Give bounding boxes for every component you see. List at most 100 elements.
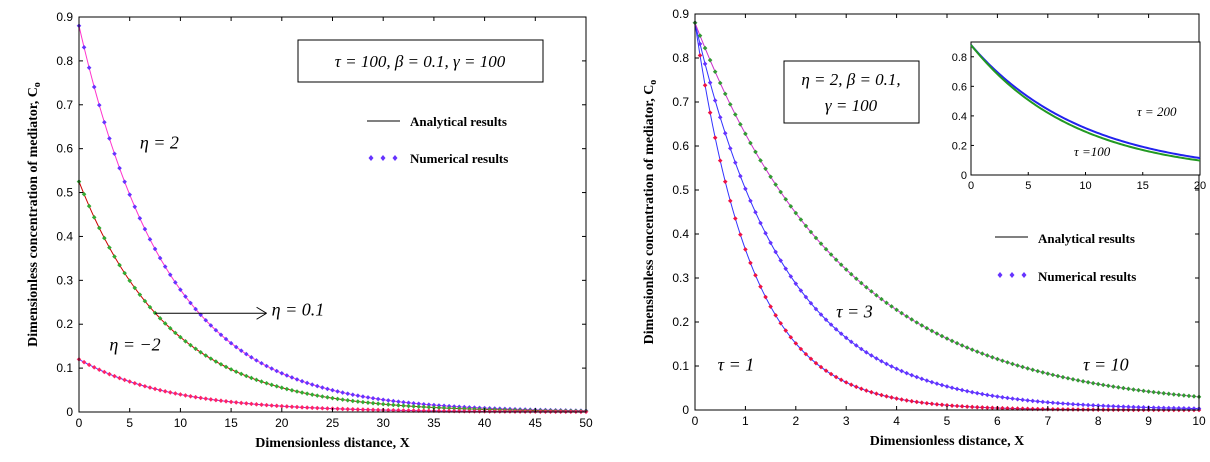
series-line-3 — [78, 358, 586, 413]
data-point — [223, 399, 229, 404]
data-point — [294, 404, 300, 410]
data-point — [462, 406, 467, 412]
inset-y-tick-label: 0 — [961, 170, 967, 182]
data-point — [1116, 404, 1121, 409]
data-point — [959, 343, 965, 348]
data-point — [864, 388, 869, 393]
data-point — [702, 45, 708, 51]
data-point — [773, 312, 778, 318]
data-point — [188, 393, 193, 399]
data-point — [167, 325, 173, 331]
data-point — [702, 61, 708, 67]
data-point — [818, 241, 824, 246]
data-point — [1126, 386, 1131, 392]
data-point — [727, 146, 733, 151]
data-point — [309, 405, 315, 411]
y-axis-label-text: Dimensionless concentration of mediator,… — [642, 85, 657, 345]
data-point — [894, 307, 899, 313]
y-tick-label: 0.8 — [56, 54, 73, 68]
data-point — [244, 401, 249, 406]
data-point — [244, 351, 249, 357]
data-point — [1146, 389, 1151, 394]
data-point — [974, 390, 980, 396]
data-point — [853, 343, 859, 348]
data-point — [995, 394, 1000, 399]
data-point — [1075, 378, 1081, 383]
data-point — [1045, 371, 1051, 376]
data-point — [707, 57, 713, 63]
data-point — [86, 65, 92, 71]
data-point — [808, 300, 814, 306]
data-point — [396, 399, 401, 404]
data-point — [1141, 405, 1146, 410]
data-point — [939, 333, 945, 339]
data-point — [370, 400, 376, 406]
data-point — [974, 349, 980, 354]
data-point — [778, 320, 783, 326]
data-point — [208, 356, 214, 361]
data-point — [289, 375, 295, 380]
data-point — [1050, 372, 1056, 378]
x-tick-label: 3 — [843, 414, 850, 428]
data-point — [81, 359, 87, 365]
data-point — [456, 408, 462, 414]
data-point — [1000, 358, 1005, 364]
data-point — [727, 198, 733, 204]
legend-analytical-label: Analytical results — [410, 114, 507, 129]
data-point — [1151, 389, 1156, 395]
x-axis-label: Dimensionless distance, X — [870, 434, 1024, 449]
series-markers-3 — [76, 357, 589, 415]
y-tick-label: 0.3 — [56, 273, 73, 287]
legend-marker — [1021, 272, 1027, 278]
data-point — [768, 174, 773, 180]
data-point — [934, 381, 940, 386]
data-point — [391, 402, 396, 408]
data-point — [727, 102, 733, 107]
data-point — [218, 362, 224, 367]
data-point — [208, 397, 214, 402]
data-point — [132, 204, 138, 210]
data-point — [426, 402, 432, 407]
data-point — [421, 404, 427, 410]
data-point — [350, 392, 356, 397]
data-point — [838, 262, 844, 268]
data-point — [934, 331, 940, 336]
data-point — [259, 402, 264, 408]
data-point — [198, 395, 203, 401]
data-point — [1040, 406, 1046, 412]
data-point — [1010, 406, 1015, 411]
data-point — [919, 376, 925, 382]
inset-x-tick-label: 15 — [1137, 180, 1149, 192]
data-point — [823, 368, 829, 374]
data-point — [929, 379, 935, 385]
data-point — [899, 368, 904, 374]
data-point — [375, 401, 381, 406]
data-point — [990, 405, 995, 411]
legend-numerical-label: Numerical results — [1038, 269, 1136, 284]
x-tick-label: 45 — [529, 416, 543, 430]
data-point — [1055, 407, 1061, 412]
data-point — [985, 353, 990, 358]
data-point — [1121, 385, 1126, 391]
data-point — [738, 232, 743, 237]
data-point — [753, 273, 758, 278]
data-point — [1136, 404, 1141, 410]
data-point — [733, 216, 738, 221]
data-point — [274, 384, 280, 389]
data-point — [909, 317, 915, 322]
data-point — [274, 403, 280, 409]
x-tick-label: 25 — [326, 416, 340, 430]
data-point — [1005, 406, 1010, 411]
data-point — [995, 356, 1000, 362]
data-point — [1050, 400, 1056, 406]
data-point — [325, 406, 330, 411]
data-point — [279, 385, 285, 391]
data-point — [707, 110, 713, 115]
data-point — [228, 367, 234, 372]
data-point — [1030, 367, 1035, 373]
data-point — [314, 383, 320, 389]
inset-chart: τ = 200 τ =100 0 5 10 15 20 0 0.2 0.4 0.6 0.8 — [952, 41, 1206, 192]
data-point — [1156, 390, 1161, 396]
data-point — [233, 369, 239, 375]
